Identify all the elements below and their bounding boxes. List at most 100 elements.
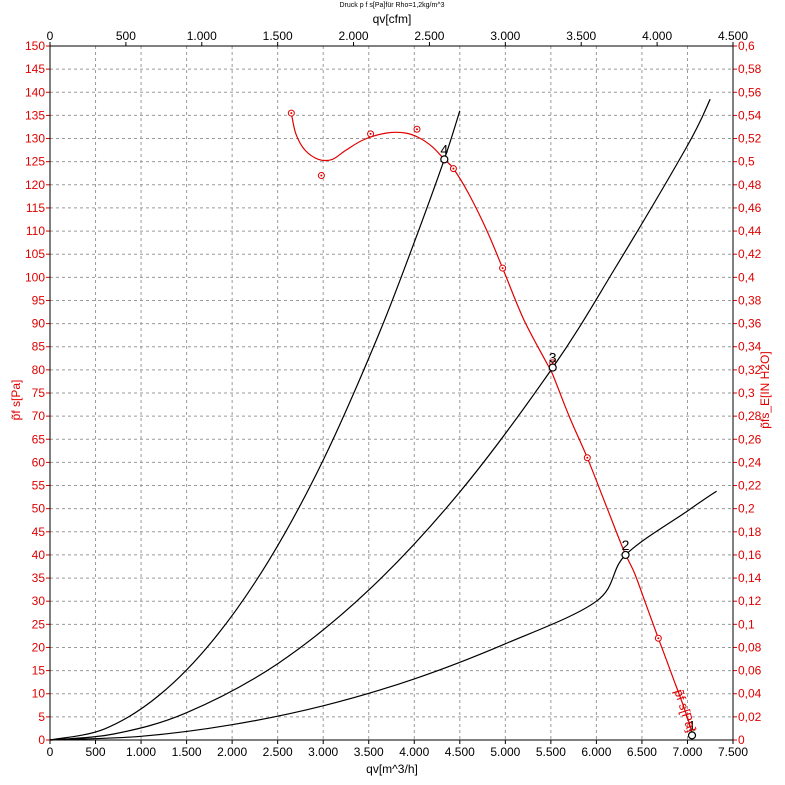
x2-tick-label: 1.500 <box>263 29 293 43</box>
y-tick-label: 65 <box>32 432 46 446</box>
y2-tick-label: 0,3 <box>738 386 755 400</box>
y-tick-label: 45 <box>32 525 46 539</box>
x2-tick-label: 4.500 <box>718 29 748 43</box>
y2-tick-label: 0,34 <box>738 340 762 354</box>
operating-point-label: 1 <box>688 717 696 733</box>
y-tick-label: 150 <box>25 39 45 53</box>
operating-point-marker <box>440 155 449 164</box>
y-tick-label: 90 <box>32 317 46 331</box>
system-curve-line-3 <box>49 490 717 741</box>
x2-axis-label: qv[cfm] <box>373 12 412 26</box>
y2-tick-label: 0 <box>738 733 745 747</box>
y2-tick-label: 0,56 <box>738 85 762 99</box>
y2-tick-label: 0,24 <box>738 455 762 469</box>
x2-tick-label: 1.000 <box>187 29 217 43</box>
operating-point-label: 2 <box>622 537 630 553</box>
y-tick-label: 120 <box>25 178 45 192</box>
operating-point-marker <box>548 363 557 372</box>
y2-tick-label: 0,22 <box>738 479 762 493</box>
y2-tick-label: 0,44 <box>738 224 762 238</box>
y2-tick-label: 0,04 <box>738 687 762 701</box>
y2-tick-label: 0,46 <box>738 201 762 215</box>
y2-tick-label: 0,58 <box>738 62 762 76</box>
y-tick-label: 115 <box>26 201 45 215</box>
x-tick-label: 0 <box>47 745 54 759</box>
y-tick-label: 10 <box>32 687 46 701</box>
y2-tick-label: 0,2 <box>738 502 755 516</box>
curve-label: p̃f s[Pa] <box>671 687 699 734</box>
y2-tick-label: 0,14 <box>738 571 762 585</box>
x-axis-label: qv[m^3/h] <box>366 762 418 776</box>
x-tick-label: 3.000 <box>308 745 338 759</box>
y-axis-label: p̃f s[Pa] <box>9 380 23 421</box>
measurement-marker-dot <box>501 267 504 270</box>
y-tick-label: 55 <box>32 479 46 493</box>
y-tick-label: 0 <box>38 733 45 747</box>
y-tick-label: 145 <box>25 62 45 76</box>
x2-tick-label: 3.500 <box>566 29 596 43</box>
series-layer <box>49 98 717 741</box>
y-tick-label: 20 <box>32 640 46 654</box>
system-curve-line-2 <box>49 98 711 741</box>
y-tick-label: 130 <box>25 132 45 146</box>
y2-tick-label: 0,5 <box>738 155 755 169</box>
x-tick-label: 7.500 <box>718 745 748 759</box>
x-tick-label: 6.000 <box>581 745 611 759</box>
y-tick-label: 25 <box>32 617 46 631</box>
y2-tick-label: 0,54 <box>738 108 762 122</box>
y-tick-label: 125 <box>25 155 45 169</box>
y2-tick-label: 0,1 <box>738 617 755 631</box>
y2-tick-label: 0,52 <box>738 132 762 146</box>
x-tick-label: 6.500 <box>627 745 657 759</box>
y2-tick-label: 0,02 <box>738 710 762 724</box>
y2-tick-label: 0,08 <box>738 640 762 654</box>
x2-tick-label: 2.000 <box>339 29 369 43</box>
y-tick-label: 35 <box>32 571 46 585</box>
y2-tick-label: 0,18 <box>738 525 762 539</box>
y2-tick-label: 0,12 <box>738 594 762 608</box>
y-tick-label: 85 <box>32 340 46 354</box>
x-tick-label: 5.500 <box>536 745 566 759</box>
y-tick-label: 15 <box>32 664 46 678</box>
y2-tick-label: 0,26 <box>738 432 762 446</box>
y2-tick-label: 0,36 <box>738 317 762 331</box>
axis-ticks: 0 500 1.000 1.500 2.000 2.500 3.000 3.500 4.000 4… <box>25 29 762 759</box>
x-tick-label: 3.500 <box>354 745 384 759</box>
y2-axis-label: p̃fs_E[IN H2O] <box>758 351 772 428</box>
y2-tick-label: 0,38 <box>738 293 762 307</box>
x-tick-label: 1.500 <box>172 745 202 759</box>
x-tick-label: 500 <box>86 745 106 759</box>
x-tick-label: 2.000 <box>217 745 247 759</box>
x-tick-label: 7.000 <box>672 745 702 759</box>
measurement-marker-dot <box>290 112 293 115</box>
x2-tick-label: 500 <box>116 29 136 43</box>
x-tick-label: 1.000 <box>126 745 156 759</box>
fan-pressure-curve <box>290 112 694 736</box>
measurement-marker-dot <box>415 128 418 131</box>
y-tick-label: 100 <box>25 270 45 284</box>
y2-tick-label: 0,32 <box>738 363 762 377</box>
y-tick-label: 80 <box>32 363 46 377</box>
x2-tick-label: 0 <box>47 29 54 43</box>
grid <box>49 45 734 741</box>
x-tick-label: 4.000 <box>399 745 429 759</box>
y-tick-label: 140 <box>25 85 45 99</box>
x2-tick-label: 2.500 <box>414 29 444 43</box>
y2-tick-label: 0,42 <box>738 247 762 261</box>
measurement-marker-dot <box>452 167 455 170</box>
measurement-marker-dot <box>657 637 660 640</box>
operating-point-label: 3 <box>549 350 557 366</box>
operating-point-label: 4 <box>440 141 448 157</box>
x-tick-label: 4.500 <box>445 745 475 759</box>
y2-tick-label: 0,4 <box>738 270 755 284</box>
x-tick-label: 2.500 <box>263 745 293 759</box>
measurement-marker-dot <box>586 456 589 459</box>
y-tick-label: 5 <box>38 710 45 724</box>
y2-tick-label: 0,48 <box>738 178 762 192</box>
plot-frame <box>49 45 734 741</box>
system-curve-line-1 <box>49 110 461 741</box>
y2-tick-label: 0,6 <box>738 39 755 53</box>
y-tick-label: 95 <box>32 293 46 307</box>
measurement-marker-dot <box>369 132 372 135</box>
